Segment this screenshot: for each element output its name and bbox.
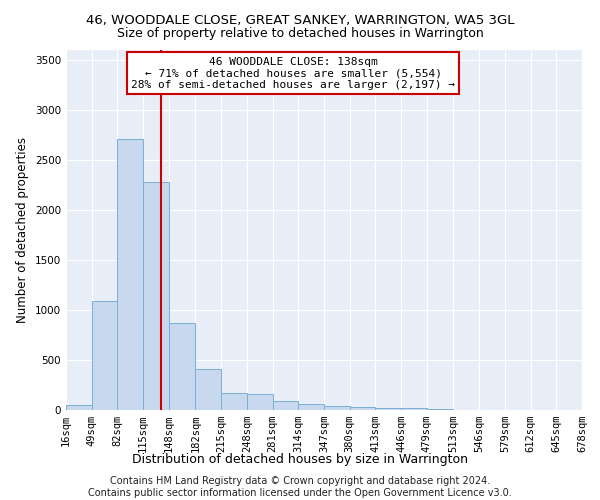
Bar [118, 139, 143, 410]
Text: Contains HM Land Registry data © Crown copyright and database right 2024.
Contai: Contains HM Land Registry data © Crown c… [88, 476, 512, 498]
Bar [350, 407, 376, 410]
Bar [401, 408, 427, 410]
Bar [427, 409, 452, 410]
Bar [376, 408, 401, 410]
Bar [169, 323, 194, 410]
Bar [324, 406, 350, 410]
Text: Distribution of detached houses by size in Warrington: Distribution of detached houses by size … [132, 452, 468, 466]
Bar [92, 300, 118, 410]
Bar [196, 368, 221, 410]
Bar [247, 394, 272, 410]
Y-axis label: Number of detached properties: Number of detached properties [16, 137, 29, 323]
Bar [66, 405, 92, 410]
Bar [298, 404, 324, 410]
Text: 46 WOODDALE CLOSE: 138sqm
← 71% of detached houses are smaller (5,554)
28% of se: 46 WOODDALE CLOSE: 138sqm ← 71% of detac… [131, 57, 455, 90]
Text: Size of property relative to detached houses in Warrington: Size of property relative to detached ho… [116, 28, 484, 40]
Bar [143, 182, 169, 410]
Bar [272, 401, 298, 410]
Bar [221, 393, 247, 410]
Text: 46, WOODDALE CLOSE, GREAT SANKEY, WARRINGTON, WA5 3GL: 46, WOODDALE CLOSE, GREAT SANKEY, WARRIN… [86, 14, 514, 27]
